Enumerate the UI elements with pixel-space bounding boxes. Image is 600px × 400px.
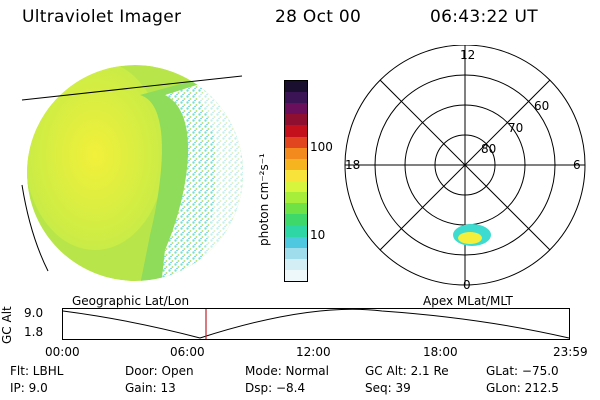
info-filter: Flt: LBHL	[10, 364, 64, 378]
colorbar-segment	[285, 225, 307, 237]
altitude-xtick-0600: 06:00	[170, 345, 205, 359]
mlt-line-diag-2	[379, 79, 551, 251]
aurora-oval	[453, 224, 491, 246]
date-label: 28 Oct 00	[275, 7, 362, 27]
altitude-plot	[62, 308, 570, 340]
colorbar-segment	[285, 192, 307, 204]
colorbar-tick-10: 10	[310, 228, 326, 242]
lat-label-80: 80	[481, 142, 496, 156]
colorbar-segment	[285, 258, 307, 270]
altitude-ylabel: GC Alt	[0, 306, 14, 344]
geographic-image-panel	[21, 65, 243, 281]
colorbar-segment	[285, 103, 307, 115]
terminator-line	[21, 75, 243, 101]
info-seq: Seq: 39	[365, 381, 411, 395]
info-door: Door: Open	[125, 364, 194, 378]
info-dsp: Dsp: −8.4	[245, 381, 306, 395]
colorbar-segment	[285, 81, 307, 93]
lat-label-60: 60	[534, 99, 549, 113]
left-panel-label: Geographic Lat/Lon	[72, 294, 190, 308]
app-title: Ultraviolet Imager	[22, 7, 182, 27]
colorbar-segment	[285, 125, 307, 137]
colorbar-segment	[285, 147, 307, 159]
earth-disk	[27, 65, 243, 281]
colorbar-tick-100: 100	[310, 140, 333, 154]
time-label: 06:43:22 UT	[430, 7, 538, 27]
colorbar-segment	[285, 236, 307, 248]
altitude-plot-frame	[62, 308, 570, 340]
info-gain: Gain: 13	[125, 381, 176, 395]
right-panel-label: Apex MLat/MLT	[423, 294, 513, 308]
colorbar-segment	[285, 92, 307, 104]
altitude-curve	[62, 308, 570, 339]
info-mode: Mode: Normal	[245, 364, 329, 378]
colorbar-segment	[285, 214, 307, 226]
limb-arc	[21, 184, 49, 272]
altitude-xtick-1800: 18:00	[423, 345, 458, 359]
mlt-label-6: 6	[573, 158, 581, 172]
info-glat: GLat: −75.0	[486, 364, 559, 378]
colorbar-segment	[285, 203, 307, 215]
info-ip: IP: 9.0	[10, 381, 48, 395]
info-gc-alt: GC Alt: 2.1 Re	[365, 364, 449, 378]
colorbar-segment	[285, 158, 307, 170]
colorbar-segment	[285, 269, 307, 281]
altitude-xtick-2359: 23:59	[553, 345, 588, 359]
altitude-xtick-1200: 12:00	[296, 345, 331, 359]
polar-plot: 12 6 0 18 60 70 80	[344, 45, 586, 290]
info-glon: GLon: 212.5	[486, 381, 559, 395]
colorbar-segment	[285, 169, 307, 181]
lat-label-70: 70	[508, 121, 523, 135]
altitude-ytick-max: 9.0	[24, 306, 44, 320]
altitude-xtick-0000: 00:00	[45, 345, 80, 359]
mlt-label-18: 18	[345, 158, 360, 172]
color-scale-bar	[284, 80, 308, 282]
colorbar-segment	[285, 136, 307, 148]
mlt-label-12: 12	[460, 48, 475, 62]
colorbar-unit-label: photon cm⁻²s⁻¹	[257, 153, 271, 246]
colorbar-segment	[285, 247, 307, 259]
mlt-label-0: 0	[463, 278, 471, 290]
colorbar-segment	[285, 114, 307, 126]
colorbar-segment	[285, 180, 307, 193]
altitude-ytick-min: 1.8	[24, 325, 44, 339]
